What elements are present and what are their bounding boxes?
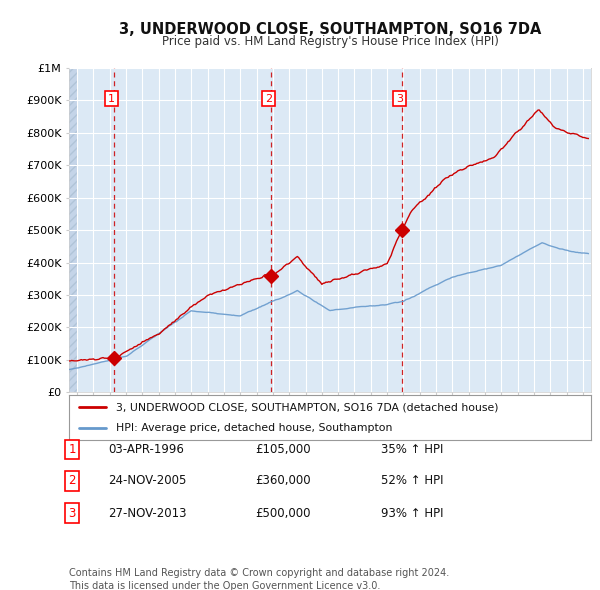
Text: 24-NOV-2005: 24-NOV-2005 (108, 474, 187, 487)
Text: £105,000: £105,000 (255, 443, 311, 456)
Text: 1: 1 (68, 443, 76, 456)
Text: 2: 2 (68, 474, 76, 487)
Text: £360,000: £360,000 (255, 474, 311, 487)
Text: 1: 1 (108, 94, 115, 104)
Text: HPI: Average price, detached house, Southampton: HPI: Average price, detached house, Sout… (116, 422, 392, 432)
Text: 27-NOV-2013: 27-NOV-2013 (108, 507, 187, 520)
Text: 03-APR-1996: 03-APR-1996 (108, 443, 184, 456)
Bar (69, 68, 77, 392)
Text: 35% ↑ HPI: 35% ↑ HPI (381, 443, 443, 456)
Text: 52% ↑ HPI: 52% ↑ HPI (381, 474, 443, 487)
Text: Contains HM Land Registry data © Crown copyright and database right 2024.
This d: Contains HM Land Registry data © Crown c… (69, 568, 449, 590)
Bar (69, 68, 77, 392)
Text: 3, UNDERWOOD CLOSE, SOUTHAMPTON, SO16 7DA (detached house): 3, UNDERWOOD CLOSE, SOUTHAMPTON, SO16 7D… (116, 402, 499, 412)
Text: £500,000: £500,000 (255, 507, 311, 520)
Text: 3: 3 (68, 507, 76, 520)
Text: 93% ↑ HPI: 93% ↑ HPI (381, 507, 443, 520)
Text: 2: 2 (265, 94, 272, 104)
Text: 3, UNDERWOOD CLOSE, SOUTHAMPTON, SO16 7DA: 3, UNDERWOOD CLOSE, SOUTHAMPTON, SO16 7D… (119, 22, 541, 37)
Text: Price paid vs. HM Land Registry's House Price Index (HPI): Price paid vs. HM Land Registry's House … (161, 35, 499, 48)
Text: 3: 3 (396, 94, 403, 104)
